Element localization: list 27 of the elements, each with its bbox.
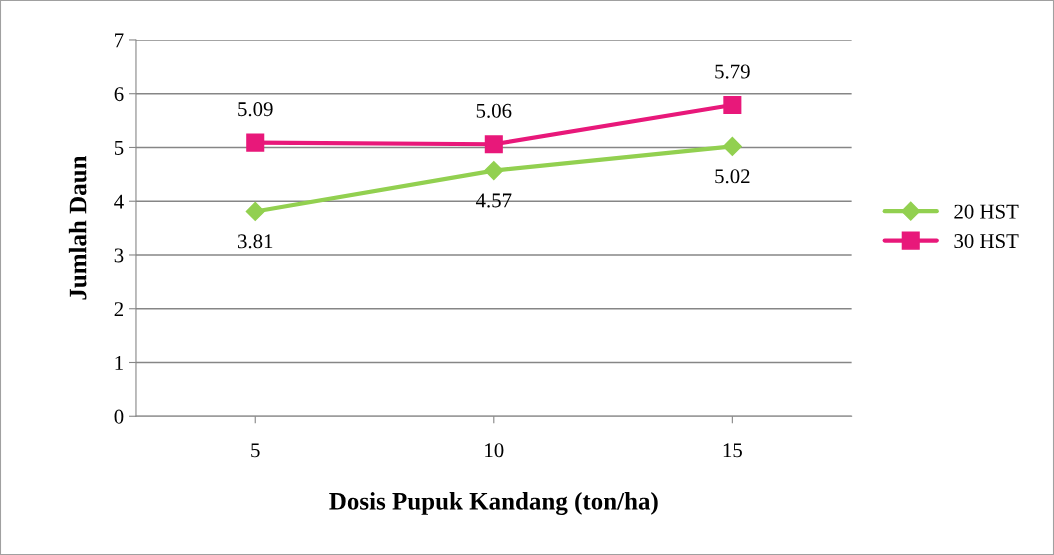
data-label: 5.79 — [715, 64, 750, 79]
x-tick-label: 5 — [251, 443, 260, 458]
point — [484, 135, 503, 154]
y-axis-title: Jumlah Daun — [68, 155, 87, 300]
data-label: 5.09 — [238, 102, 273, 117]
y-tick-label: 4 — [114, 194, 124, 209]
x-axis-title: Dosis Pupuk Kandang (ton/ha) — [329, 492, 658, 515]
y-tick-label: 7 — [115, 33, 124, 48]
point — [722, 136, 742, 156]
point — [245, 201, 265, 221]
x-tick-label: 15 — [723, 443, 742, 458]
y-tick-label: 1 — [115, 355, 123, 370]
y-tick-label: 6 — [114, 87, 124, 102]
y-tick-label: 0 — [114, 409, 124, 424]
legend-label: 30 HST — [954, 234, 1019, 249]
legend-label: 20 HST — [954, 204, 1019, 219]
data-label: 5.06 — [476, 103, 512, 118]
point — [484, 161, 504, 181]
y-tick-label: 2 — [114, 302, 124, 316]
data-label: 5.02 — [715, 169, 750, 184]
point — [246, 133, 265, 152]
y-tick-label: 3 — [114, 248, 124, 263]
x-tick-label: 10 — [485, 443, 504, 458]
y-tick-label: 5 — [114, 141, 124, 155]
data-label: 4.57 — [475, 193, 512, 208]
data-label: 3.81 — [238, 234, 273, 249]
point — [723, 95, 742, 115]
